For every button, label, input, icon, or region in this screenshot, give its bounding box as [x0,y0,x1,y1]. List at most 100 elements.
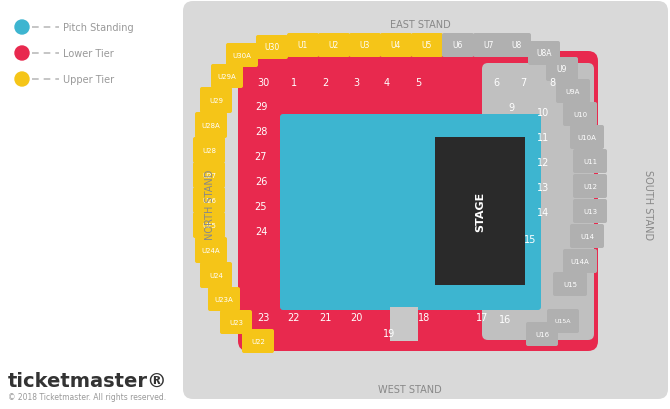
FancyBboxPatch shape [318,34,350,58]
Text: SOUTH STAND: SOUTH STAND [643,169,653,240]
Text: U23A: U23A [214,296,233,302]
FancyBboxPatch shape [570,126,604,150]
Circle shape [15,73,29,87]
FancyBboxPatch shape [553,272,587,296]
Text: 28: 28 [255,127,267,137]
FancyBboxPatch shape [226,44,258,68]
FancyBboxPatch shape [256,36,288,60]
Text: U29: U29 [209,98,223,104]
Text: STAGE: STAGE [475,191,485,231]
FancyBboxPatch shape [193,163,225,189]
Text: U4: U4 [391,41,401,50]
FancyBboxPatch shape [473,34,505,58]
Text: 7: 7 [520,78,526,88]
FancyBboxPatch shape [220,310,252,334]
Text: U10: U10 [573,112,587,118]
Text: U9A: U9A [565,89,580,95]
Text: 1: 1 [291,78,297,88]
Circle shape [15,47,29,61]
FancyBboxPatch shape [526,322,558,346]
Text: U6: U6 [453,41,463,50]
FancyBboxPatch shape [200,262,232,288]
FancyBboxPatch shape [193,213,225,238]
FancyBboxPatch shape [502,34,531,58]
Text: Pitch Standing: Pitch Standing [63,23,133,33]
FancyBboxPatch shape [208,287,240,311]
Text: U2: U2 [329,41,339,50]
FancyBboxPatch shape [573,200,607,223]
FancyBboxPatch shape [200,88,232,114]
Text: EAST STAND: EAST STAND [390,20,450,30]
Text: 19: 19 [383,328,395,338]
Text: 10: 10 [537,108,549,118]
Text: 22: 22 [287,312,300,322]
FancyBboxPatch shape [556,80,590,104]
FancyBboxPatch shape [573,150,607,173]
Text: 18: 18 [418,312,430,322]
FancyBboxPatch shape [183,2,668,399]
Text: U3: U3 [360,41,371,50]
Text: 27: 27 [255,152,267,162]
Text: 24: 24 [255,227,267,236]
Text: 9: 9 [508,103,514,113]
FancyBboxPatch shape [482,64,594,340]
Text: U23: U23 [229,319,243,325]
FancyBboxPatch shape [211,65,243,89]
FancyBboxPatch shape [570,225,604,248]
Text: U26: U26 [202,198,216,204]
Text: U7: U7 [484,41,494,50]
Bar [390,307,418,341]
FancyBboxPatch shape [242,329,274,353]
Text: U15: U15 [563,281,577,287]
Text: 20: 20 [350,312,362,322]
Text: 6: 6 [493,78,499,88]
Text: U10A: U10A [578,135,596,141]
Text: 17: 17 [476,312,488,322]
Text: Lower Tier: Lower Tier [63,49,114,59]
Text: U15A: U15A [555,319,572,324]
Text: U14A: U14A [571,258,590,264]
Text: Upper Tier: Upper Tier [63,75,114,85]
Text: 21: 21 [319,312,331,322]
FancyBboxPatch shape [546,58,578,82]
Text: ticketmaster®: ticketmaster® [8,371,167,390]
FancyBboxPatch shape [380,34,412,58]
FancyBboxPatch shape [547,309,579,333]
Text: 11: 11 [537,133,549,143]
Text: © 2018 Ticketmaster. All rights reserved.: © 2018 Ticketmaster. All rights reserved… [8,392,166,401]
Circle shape [15,21,29,35]
Text: U29A: U29A [218,74,237,80]
Text: U5: U5 [422,41,432,50]
FancyBboxPatch shape [193,188,225,213]
Text: 16: 16 [499,314,511,324]
FancyBboxPatch shape [193,138,225,164]
FancyBboxPatch shape [349,34,381,58]
Text: 26: 26 [255,177,267,187]
Text: 3: 3 [353,78,359,88]
FancyBboxPatch shape [280,115,541,310]
Text: 8: 8 [549,78,555,88]
Text: U24: U24 [209,272,223,278]
Text: U30A: U30A [232,53,251,59]
Text: 30: 30 [257,78,269,88]
Text: 15: 15 [524,234,536,245]
Text: 4: 4 [384,78,390,88]
Text: 29: 29 [255,102,267,112]
Text: U27: U27 [202,173,216,179]
FancyBboxPatch shape [563,103,597,127]
FancyBboxPatch shape [573,175,607,198]
Text: U25: U25 [202,222,216,229]
FancyBboxPatch shape [528,42,560,66]
Text: U1: U1 [298,41,308,50]
Text: U30: U30 [265,43,279,52]
FancyBboxPatch shape [442,34,474,58]
Text: WEST STAND: WEST STAND [378,384,442,394]
FancyBboxPatch shape [195,237,227,263]
FancyBboxPatch shape [563,249,597,273]
Text: U24A: U24A [202,247,220,254]
Text: U13: U13 [583,209,597,214]
Text: U9: U9 [557,65,567,74]
Text: U28: U28 [202,148,216,154]
Text: 14: 14 [537,207,549,218]
Text: NORTH STAND: NORTH STAND [205,169,215,240]
